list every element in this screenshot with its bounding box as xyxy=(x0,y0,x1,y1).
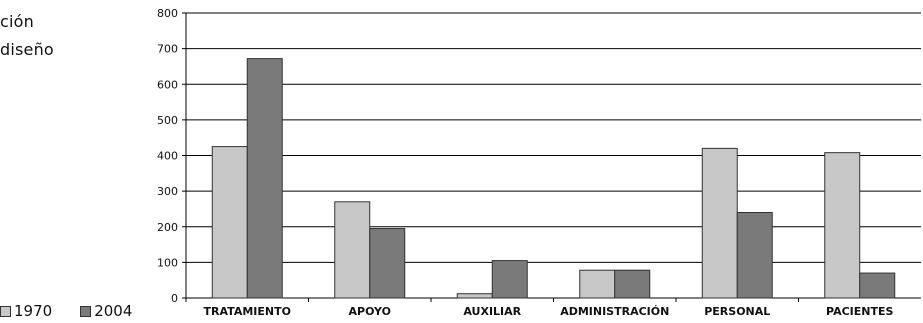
y-tick-label-700: 700 xyxy=(157,43,178,56)
x-tick-label-tratamiento: TRATAMIENTO xyxy=(204,305,291,318)
y-tick-label-100: 100 xyxy=(157,256,178,269)
bar-pacientes-1970 xyxy=(824,152,861,299)
legend-label-1970: 1970 xyxy=(14,302,53,320)
legend-item-2004: 2004 xyxy=(80,302,132,320)
x-tick-label-apoyo: APOYO xyxy=(349,305,391,318)
bar-administración-2004 xyxy=(614,269,651,299)
legend-swatch-2004 xyxy=(80,305,92,317)
y-tick-label-300: 300 xyxy=(157,185,178,198)
bar-personal-1970 xyxy=(701,147,738,299)
y-tick-label-0: 0 xyxy=(171,292,178,305)
bar-administración-1970 xyxy=(579,269,616,299)
bar-tratamiento-1970 xyxy=(211,146,248,299)
bar-apoyo-1970 xyxy=(334,201,371,299)
bar-auxiliar-1970 xyxy=(456,293,493,299)
bar-apoyo-2004 xyxy=(369,228,406,299)
y-tick-label-500: 500 xyxy=(157,114,178,127)
legend-swatch-1970 xyxy=(0,305,11,317)
legend-label-2004: 2004 xyxy=(94,302,133,320)
x-tick-label-personal: PERSONAL xyxy=(704,305,770,318)
cropped-text-line-1: ción xyxy=(0,12,34,31)
bar-personal-2004 xyxy=(736,212,773,299)
bar-auxiliar-2004 xyxy=(491,260,528,299)
bar-tratamiento-2004 xyxy=(246,58,283,299)
cropped-text-line-2: diseño xyxy=(0,40,54,59)
y-tick-label-400: 400 xyxy=(157,150,178,163)
x-tick-label-auxiliar: AUXILIAR xyxy=(463,305,521,318)
y-tick-label-800: 800 xyxy=(157,7,178,20)
x-tick-label-administración: ADMINISTRACIÓN xyxy=(560,305,669,318)
legend-item-1970: 1970 xyxy=(0,302,52,320)
bar-pacientes-2004 xyxy=(859,272,896,299)
y-tick-label-200: 200 xyxy=(157,221,178,234)
y-tick-label-600: 600 xyxy=(157,78,178,91)
chart-legend: 1970 2004 xyxy=(0,302,160,320)
x-tick-label-pacientes: PACIENTES xyxy=(826,305,893,318)
